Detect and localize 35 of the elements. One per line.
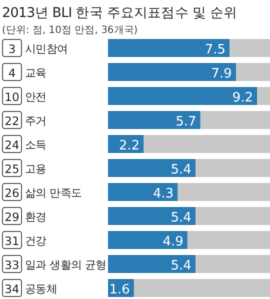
data-label: 5.4 bbox=[170, 258, 192, 274]
y-tick-label: 교육 bbox=[25, 66, 47, 80]
y-tick-label: 안전 bbox=[25, 90, 46, 104]
text: 31 bbox=[4, 234, 20, 248]
data-label: 9.2 bbox=[232, 90, 254, 106]
y-tick-label: 주거 bbox=[25, 114, 46, 128]
data-label: 5.4 bbox=[170, 162, 192, 178]
text: 4 bbox=[8, 66, 16, 80]
data-label: 5.7 bbox=[176, 114, 196, 130]
text: 25 bbox=[4, 162, 20, 176]
text: 33 bbox=[4, 258, 20, 272]
y-tick-label: 공동체 bbox=[25, 282, 58, 296]
subtitle: (단위: 점, 10점 만점, 36개국) bbox=[2, 25, 138, 36]
title: 2013년 BLI 한국 주요지표점수 및 순위 bbox=[2, 5, 237, 21]
y-tick-label: 소득 bbox=[25, 138, 47, 152]
data-label: 7.5 bbox=[204, 42, 226, 58]
text: 26 bbox=[4, 186, 20, 200]
y-tick-label: 삶의 만족도 bbox=[25, 186, 82, 200]
y-tick-label: 고용 bbox=[25, 162, 47, 176]
y-tick-label: 건강 bbox=[25, 234, 47, 248]
data-label: 5.4 bbox=[170, 210, 192, 226]
y-tick-label: 일과 생활의 균형 bbox=[25, 258, 106, 272]
text: 10 bbox=[4, 90, 20, 104]
text: 24 bbox=[4, 138, 20, 152]
y-tick-label: 시민참여 bbox=[25, 42, 68, 56]
data-label: 4.3 bbox=[152, 186, 174, 202]
data-label: 7.9 bbox=[211, 66, 232, 82]
y-tick-label: 환경 bbox=[25, 210, 46, 224]
data-label: 1.6 bbox=[109, 282, 130, 298]
text: 29 bbox=[4, 210, 20, 224]
text: 34 bbox=[4, 282, 20, 296]
text: 3 bbox=[8, 42, 16, 56]
text: 22 bbox=[4, 114, 20, 128]
data-label: 4.9 bbox=[162, 234, 184, 250]
data-label: 2.2 bbox=[118, 138, 140, 154]
